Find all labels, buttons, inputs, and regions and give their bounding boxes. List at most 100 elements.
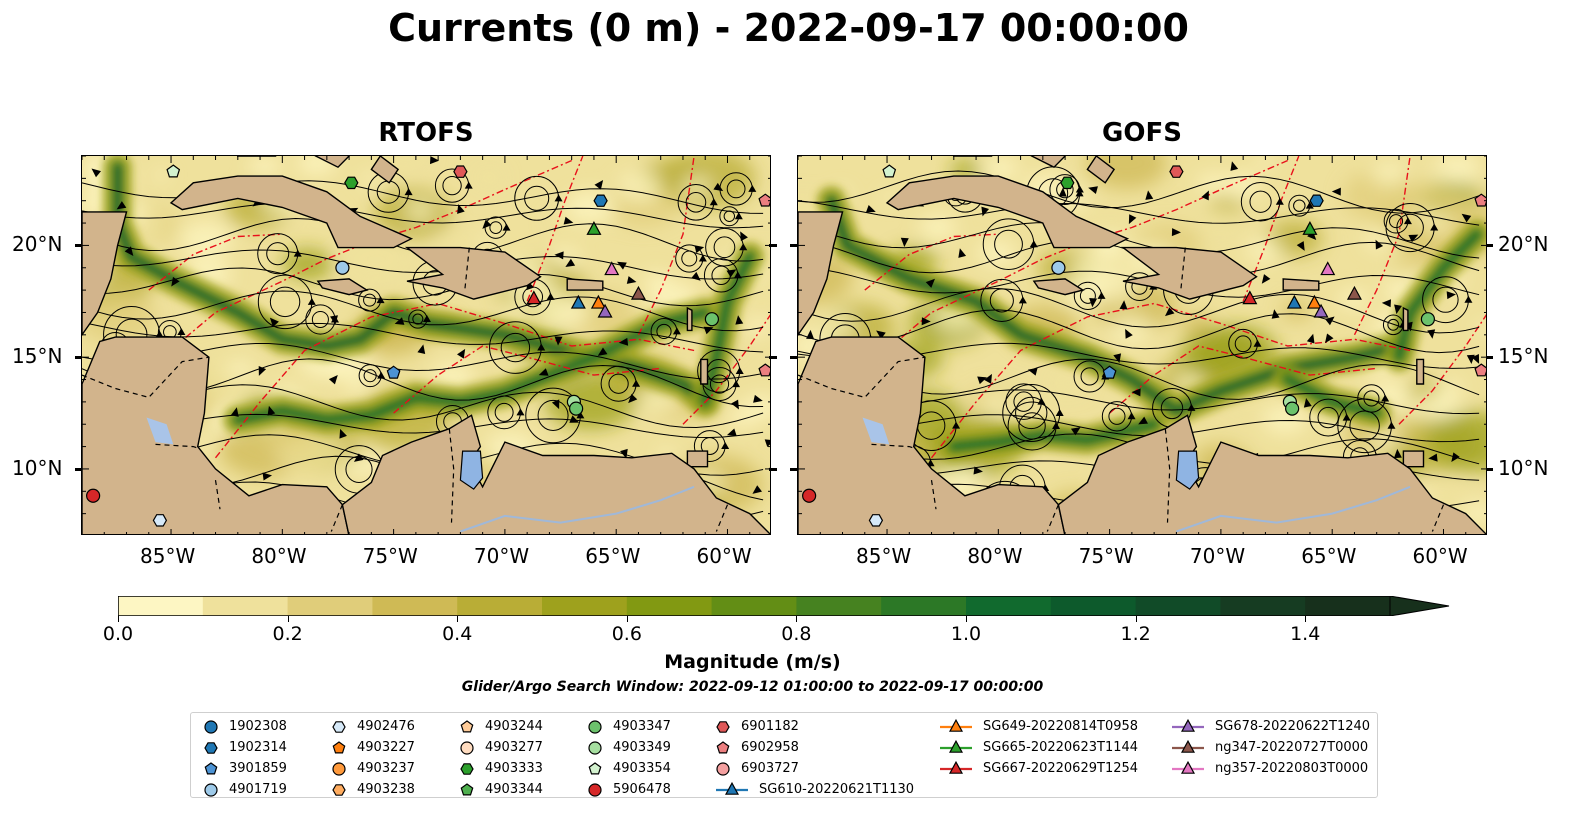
lake-nicaragua bbox=[146, 417, 174, 445]
streamline-arrow bbox=[1394, 304, 1402, 315]
legend-item[interactable]: 4902476 bbox=[331, 716, 415, 736]
marker-4903354[interactable] bbox=[882, 164, 897, 178]
circle-marker-icon bbox=[332, 762, 346, 776]
marker-6901182[interactable] bbox=[453, 165, 468, 178]
circle-marker-icon bbox=[716, 762, 730, 776]
marker-4902476[interactable] bbox=[152, 514, 168, 527]
legend-item[interactable]: 4903238 bbox=[331, 779, 415, 799]
streamline-arrow bbox=[1375, 239, 1384, 250]
lon-tick-label: 65°W bbox=[1301, 544, 1357, 568]
legend-item[interactable]: ng347-20220727T0000 bbox=[1171, 737, 1368, 757]
colorbar-tick-mark bbox=[966, 616, 967, 622]
marker-6902958[interactable] bbox=[1474, 363, 1487, 377]
colorbar-gradient bbox=[117, 595, 1450, 617]
legend-item[interactable]: 1902314 bbox=[203, 737, 287, 757]
streamline-arrow bbox=[551, 399, 560, 410]
marker-SG610-20220621T1130[interactable] bbox=[1286, 294, 1302, 309]
land bbox=[798, 156, 1486, 534]
marker-4903347[interactable] bbox=[569, 401, 584, 416]
legend-item[interactable]: 4903244 bbox=[459, 716, 543, 736]
marker-SG665-20220623T1144[interactable] bbox=[1302, 221, 1318, 235]
legend-item[interactable]: 4903333 bbox=[459, 758, 543, 778]
marker-SG678-20220622T1240[interactable] bbox=[597, 303, 613, 318]
marker-SG649-20220814T0958[interactable] bbox=[1306, 294, 1322, 309]
marker-ng357-20220803T0000[interactable] bbox=[1320, 261, 1336, 276]
gofs-map[interactable] bbox=[797, 155, 1487, 535]
legend-item[interactable]: 6901182 bbox=[715, 716, 799, 736]
legend-label: 4903244 bbox=[485, 718, 543, 734]
marker-4903347[interactable] bbox=[704, 312, 720, 327]
marker-SG678-20220622T1240[interactable] bbox=[1313, 303, 1329, 318]
legend-label: 6901182 bbox=[741, 718, 799, 734]
marker-SG665-20220623T1144[interactable] bbox=[586, 221, 602, 235]
marker-4902476[interactable] bbox=[868, 514, 884, 527]
legend-item[interactable]: SG649-20220814T0958 bbox=[939, 716, 1138, 736]
legend-item[interactable]: 3901859 bbox=[203, 758, 287, 778]
marker-6902958[interactable] bbox=[1474, 193, 1487, 207]
legend-item[interactable]: 4901719 bbox=[203, 779, 287, 799]
marker-4903333[interactable] bbox=[1060, 176, 1075, 190]
marker-SG667-20220629T1254[interactable] bbox=[526, 290, 542, 305]
legend-item[interactable]: 6902958 bbox=[715, 737, 799, 757]
legend-label: 4901719 bbox=[229, 781, 287, 797]
marker-3901859[interactable] bbox=[386, 365, 401, 379]
marker-4903354[interactable] bbox=[166, 164, 181, 178]
legend-label: SG667-20220629T1254 bbox=[983, 760, 1139, 776]
colorbar-tick-mark bbox=[626, 616, 628, 622]
marker-3901859[interactable] bbox=[1102, 365, 1117, 379]
colorbar-swatch bbox=[287, 596, 373, 616]
hexagon-marker-icon bbox=[332, 784, 346, 796]
legend-item[interactable]: SG678-20220622T1240 bbox=[1171, 716, 1370, 736]
streamline-arrow bbox=[1145, 190, 1154, 200]
streamline-arrow bbox=[1119, 300, 1128, 310]
hexagon-marker-icon bbox=[716, 721, 730, 733]
legend-item[interactable]: SG667-20220629T1254 bbox=[939, 758, 1138, 778]
marker-ng347-20220727T0000[interactable] bbox=[1346, 285, 1362, 300]
marker-ng347-20220727T0000[interactable] bbox=[630, 285, 646, 300]
marker-4903333[interactable] bbox=[344, 176, 359, 190]
legend-item[interactable]: SG610-20220621T1130 bbox=[715, 779, 914, 799]
legend-item[interactable]: 4903344 bbox=[459, 779, 543, 799]
marker-ng357-20220803T0000[interactable] bbox=[604, 261, 620, 276]
marker-6902958[interactable] bbox=[758, 193, 771, 207]
gofs-panel-title: GOFS bbox=[1102, 118, 1182, 148]
legend-item[interactable]: 4903349 bbox=[587, 737, 671, 757]
marker-6901182[interactable] bbox=[1169, 165, 1184, 178]
legend-item[interactable]: 5906478 bbox=[587, 779, 671, 799]
legend-item[interactable]: 4903347 bbox=[587, 716, 671, 736]
colorbar-tick-label: 1.4 bbox=[1290, 623, 1321, 645]
marker-1902314[interactable] bbox=[1309, 194, 1324, 207]
platform-markers bbox=[802, 164, 1487, 527]
legend-label: ng357-20220803T0000 bbox=[1215, 760, 1369, 776]
marker-5906478[interactable] bbox=[802, 488, 817, 503]
streamline-arrow bbox=[339, 428, 347, 439]
streamline-arrow bbox=[1446, 291, 1456, 300]
legend-item[interactable]: 1902308 bbox=[203, 716, 287, 736]
marker-4901719[interactable] bbox=[335, 260, 350, 275]
marker-4903347[interactable] bbox=[1420, 312, 1436, 327]
streamline-arrow bbox=[921, 317, 931, 326]
legend-item[interactable]: 4903354 bbox=[587, 758, 671, 778]
marker-SG649-20220814T0958[interactable] bbox=[590, 294, 606, 309]
legend-item[interactable]: ng357-20220803T0000 bbox=[1171, 758, 1368, 778]
colorbar-label: Magnitude (m/s) bbox=[664, 651, 841, 673]
colorbar-swatch bbox=[1135, 596, 1221, 616]
marker-5906478[interactable] bbox=[86, 488, 101, 503]
colorbar-swatch bbox=[966, 596, 1052, 616]
marker-SG667-20220629T1254[interactable] bbox=[1242, 290, 1258, 305]
legend-item[interactable]: 4903237 bbox=[331, 758, 415, 778]
marker-1902314[interactable] bbox=[593, 194, 608, 207]
marker-4901719[interactable] bbox=[1051, 260, 1066, 275]
legend-item[interactable]: 4903227 bbox=[331, 737, 415, 757]
marker-4903347[interactable] bbox=[1285, 401, 1300, 416]
lat-major-tick bbox=[769, 467, 777, 471]
streamline-arrow bbox=[1089, 297, 1098, 308]
pentagon-marker-icon bbox=[204, 762, 218, 775]
legend-item[interactable]: 6903727 bbox=[715, 758, 799, 778]
marker-6902958[interactable] bbox=[758, 363, 771, 377]
lat-major-tick bbox=[1487, 467, 1493, 471]
rtofs-map[interactable] bbox=[81, 155, 771, 535]
legend-item[interactable]: SG665-20220623T1144 bbox=[939, 737, 1138, 757]
legend-item[interactable]: 4903277 bbox=[459, 737, 543, 757]
marker-SG610-20220621T1130[interactable] bbox=[570, 294, 586, 309]
